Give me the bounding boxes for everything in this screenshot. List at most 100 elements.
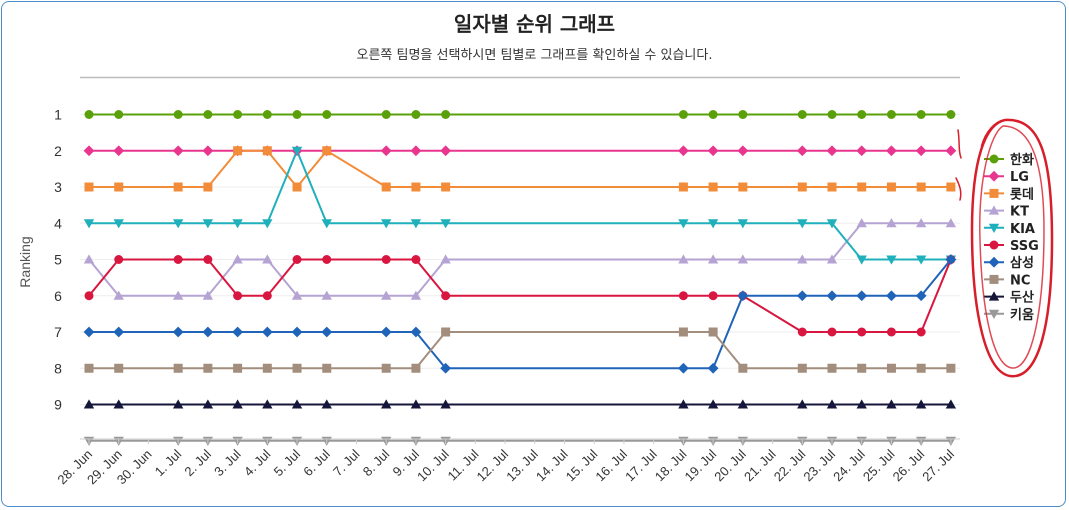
data-point — [678, 182, 688, 192]
x-tick-label: 24. Jul — [830, 446, 868, 484]
data-point — [857, 363, 867, 373]
x-tick-label: 8. Jul — [360, 446, 393, 479]
data-point — [915, 290, 927, 302]
data-point — [946, 363, 956, 373]
data-point — [737, 254, 749, 264]
legend-item-7[interactable]: 삼성 — [984, 255, 1034, 271]
data-point — [232, 326, 243, 338]
data-point — [737, 290, 749, 302]
data-point — [321, 326, 333, 338]
data-point — [826, 399, 838, 409]
data-point — [857, 110, 867, 119]
data-point — [381, 255, 391, 264]
legend-marker — [989, 154, 999, 164]
data-point — [84, 363, 94, 373]
legend-item-4[interactable]: KT — [984, 205, 1029, 220]
data-point — [173, 363, 183, 373]
data-point — [262, 399, 273, 409]
legend-marker — [988, 205, 1000, 215]
data-point — [411, 182, 421, 192]
data-point — [381, 399, 392, 409]
data-point — [322, 255, 332, 264]
data-point — [292, 363, 302, 373]
data-point — [886, 145, 897, 157]
data-point — [233, 146, 243, 156]
x-tick-label: 20. Jul — [711, 446, 749, 484]
series-line-8 — [89, 331, 951, 370]
data-point — [172, 219, 184, 229]
legend-item-10[interactable]: 키움 — [984, 307, 1034, 323]
data-point — [322, 110, 332, 119]
legend-item-6[interactable]: SSG — [984, 239, 1039, 254]
legend-item-9[interactable]: 두산 — [984, 290, 1034, 306]
data-point — [707, 399, 719, 409]
data-point — [707, 145, 719, 157]
data-point — [322, 363, 332, 373]
data-point — [114, 110, 124, 119]
data-point — [738, 363, 748, 373]
data-point — [440, 399, 451, 409]
data-point — [886, 363, 896, 373]
data-point — [84, 110, 94, 119]
data-point — [856, 255, 867, 265]
legend-marker — [988, 170, 1000, 182]
series-lines — [88, 113, 952, 442]
data-point — [410, 326, 422, 338]
data-point — [708, 327, 718, 337]
data-point — [946, 182, 956, 192]
data-point — [857, 182, 867, 192]
data-point — [886, 110, 896, 119]
data-point — [827, 182, 837, 192]
data-point — [440, 145, 452, 157]
data-point — [321, 290, 332, 300]
legend-item-3[interactable]: 롯데 — [984, 187, 1034, 202]
x-tick-label: 17. Jul — [622, 446, 660, 484]
x-tick-label: 19. Jul — [682, 446, 720, 484]
data-point — [678, 145, 689, 157]
data-point — [441, 182, 451, 192]
data-point — [857, 327, 867, 337]
data-point — [114, 363, 124, 373]
x-tick-label: 23. Jul — [800, 446, 838, 484]
data-point — [262, 363, 272, 373]
data-point — [202, 219, 214, 229]
legend-marker — [989, 274, 999, 284]
data-point — [886, 327, 896, 337]
legend-item-8[interactable]: NC — [984, 273, 1030, 288]
data-point — [410, 290, 422, 300]
legend-marker — [988, 291, 1000, 301]
legend-item-2[interactable]: LG — [984, 170, 1029, 185]
legend-item-1[interactable]: 한화 — [984, 152, 1034, 168]
data-point — [411, 363, 421, 373]
data-point — [380, 145, 392, 157]
data-point — [172, 326, 184, 338]
data-point — [856, 218, 867, 228]
data-point — [826, 145, 838, 157]
data-point — [678, 219, 689, 229]
data-point — [827, 110, 837, 119]
data-point — [203, 255, 213, 264]
data-point — [172, 399, 184, 409]
data-point — [381, 363, 391, 373]
data-point — [738, 110, 748, 119]
x-tick-label: 27. Jul — [919, 446, 957, 484]
data-point — [440, 219, 451, 229]
data-point — [203, 182, 213, 192]
data-point — [440, 254, 451, 264]
x-tick-label: 16. Jul — [592, 446, 630, 484]
data-point — [411, 255, 421, 264]
data-point — [797, 219, 808, 229]
scribble-tick — [955, 177, 962, 201]
x-tick-label: 6. Jul — [300, 446, 333, 479]
data-point — [113, 145, 125, 157]
data-point — [381, 110, 391, 119]
legend-label: KT — [1010, 205, 1029, 220]
data-point — [707, 362, 719, 374]
x-tick-label: 26. Jul — [890, 446, 928, 484]
data-point — [262, 219, 273, 229]
y-tick-label: 8 — [54, 360, 62, 376]
y-tick-label: 3 — [54, 179, 62, 195]
legend-item-5[interactable]: KIA — [984, 222, 1035, 237]
